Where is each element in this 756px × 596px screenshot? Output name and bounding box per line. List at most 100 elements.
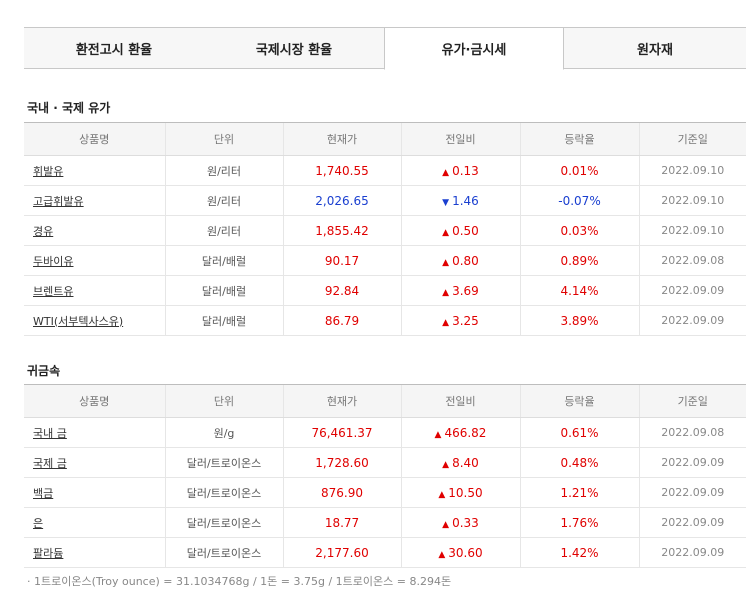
bullet-icon: ·	[27, 575, 31, 588]
item-name-cell: 국제 금	[24, 447, 165, 478]
change-cell: ▲ 0.80	[400, 245, 520, 276]
change-value: 3.25	[452, 313, 479, 328]
item-name-link[interactable]: 휘발유	[33, 164, 64, 178]
rate-cell: 0.48%	[519, 447, 639, 478]
price-cell: 876.90	[282, 477, 401, 508]
table-row: 두바이유 달러/배럴 90.17 ▲ 0.80 0.89% 2022.09.08	[24, 245, 746, 276]
item-name-cell: 팔라듐	[24, 537, 165, 568]
rate-cell: 1.76%	[519, 507, 639, 538]
tab-oil-gold[interactable]: 유가·금시세	[384, 28, 564, 70]
column-header-date: 기준일	[638, 122, 746, 156]
oil-price-table: 상품명 단위 현재가 전일비 등락율 기준일 휘발유 원/리터 1,740.55 ▲ 0…	[24, 122, 746, 336]
change-cell: ▲ 8.40	[400, 447, 520, 478]
triangle-up-icon: ▲	[442, 227, 450, 238]
item-name-link[interactable]: 브렌트유	[33, 284, 74, 298]
change-value: 30.60	[448, 545, 483, 560]
triangle-up-icon: ▲	[442, 519, 450, 530]
item-name-cell: 브렌트유	[24, 275, 165, 306]
rate-cell: 4.14%	[519, 275, 639, 306]
change-cell: ▲ 3.25	[400, 305, 520, 336]
item-name-link[interactable]: 팔라듐	[33, 546, 64, 560]
change-cell: ▼ 1.46	[400, 185, 520, 216]
date-cell: 2022.09.10	[638, 155, 746, 186]
unit-conversion-note: · 1트로이온스(Troy ounce) = 31.1034768g / 1돈 …	[27, 573, 451, 589]
column-header-date: 기준일	[638, 384, 746, 418]
column-header-unit: 단위	[164, 384, 283, 418]
change-cell: ▲ 0.50	[400, 215, 520, 246]
table-row: 휘발유 원/리터 1,740.55 ▲ 0.13 0.01% 2022.09.10	[24, 155, 746, 186]
unit-cell: 달러/배럴	[164, 275, 283, 306]
date-cell: 2022.09.09	[638, 537, 746, 568]
item-name-cell: 휘발유	[24, 155, 165, 186]
date-cell: 2022.09.09	[638, 507, 746, 538]
change-value: 0.80	[452, 253, 479, 268]
tab-raw-materials[interactable]: 원자재	[564, 28, 746, 69]
price-cell: 86.79	[282, 305, 401, 336]
rate-cell: 0.01%	[519, 155, 639, 186]
price-cell: 2,026.65	[282, 185, 401, 216]
date-cell: 2022.09.08	[638, 245, 746, 276]
unit-cell: 원/리터	[164, 185, 283, 216]
date-cell: 2022.09.08	[638, 417, 746, 448]
change-cell: ▲ 0.33	[400, 507, 520, 538]
table-row: 고급휘발유 원/리터 2,026.65 ▼ 1.46 -0.07% 2022.09.10	[24, 185, 746, 216]
table-row: 브렌트유 달러/배럴 92.84 ▲ 3.69 4.14% 2022.09.09	[24, 275, 746, 306]
price-cell: 76,461.37	[282, 417, 401, 448]
date-cell: 2022.09.09	[638, 305, 746, 336]
price-cell: 1,728.60	[282, 447, 401, 478]
unit-cell: 달러/배럴	[164, 245, 283, 276]
item-name-cell: 백금	[24, 477, 165, 508]
table-header-row: 상품명 단위 현재가 전일비 등락율 기준일	[24, 122, 746, 156]
change-value: 8.40	[452, 455, 479, 470]
unit-cell: 원/리터	[164, 155, 283, 186]
table-header-row: 상품명 단위 현재가 전일비 등락율 기준일	[24, 384, 746, 418]
column-header-change: 전일비	[400, 122, 520, 156]
unit-cell: 원/리터	[164, 215, 283, 246]
date-cell: 2022.09.10	[638, 185, 746, 216]
table-row: 은 달러/트로이온스 18.77 ▲ 0.33 1.76% 2022.09.09	[24, 507, 746, 538]
change-cell: ▲ 10.50	[400, 477, 520, 508]
change-cell: ▲ 30.60	[400, 537, 520, 568]
rate-cell: 1.21%	[519, 477, 639, 508]
rate-cell: 1.42%	[519, 537, 639, 568]
oil-section-title: 국내 · 국제 유가	[27, 101, 111, 115]
change-cell: ▲ 3.69	[400, 275, 520, 306]
change-value: 466.82	[444, 425, 487, 440]
column-header-rate: 등락율	[519, 384, 639, 418]
item-name-link[interactable]: 국제 금	[33, 456, 67, 470]
item-name-link[interactable]: 두바이유	[33, 254, 74, 268]
triangle-up-icon: ▲	[438, 489, 446, 500]
date-cell: 2022.09.10	[638, 215, 746, 246]
column-header-price: 현재가	[282, 122, 401, 156]
change-value: 1.46	[452, 193, 479, 208]
item-name-link[interactable]: 은	[33, 516, 44, 530]
item-name-link[interactable]: 국내 금	[33, 426, 67, 440]
table-row: 백금 달러/트로이온스 876.90 ▲ 10.50 1.21% 2022.09.09	[24, 477, 746, 508]
item-name-link[interactable]: 경유	[33, 224, 54, 238]
item-name-link[interactable]: 고급휘발유	[33, 194, 84, 208]
tab-bar: 환전고시 환율 국제시장 환율 유가·금시세 원자재	[24, 27, 746, 70]
date-cell: 2022.09.09	[638, 447, 746, 478]
price-cell: 18.77	[282, 507, 401, 538]
metal-section-title: 귀금속	[27, 364, 61, 378]
item-name-link[interactable]: 백금	[33, 486, 54, 500]
tab-international-exchange[interactable]: 국제시장 환율	[204, 28, 384, 69]
change-value: 10.50	[448, 485, 483, 500]
rate-cell: 0.89%	[519, 245, 639, 276]
unit-cell: 달러/트로이온스	[164, 477, 283, 508]
item-name-cell: WTI(서부텍사스유)	[24, 305, 165, 336]
tab-exchange-notice[interactable]: 환전고시 환율	[24, 28, 204, 69]
price-cell: 1,855.42	[282, 215, 401, 246]
date-cell: 2022.09.09	[638, 477, 746, 508]
column-header-name: 상품명	[24, 384, 165, 418]
item-name-cell: 은	[24, 507, 165, 538]
rate-cell: 0.61%	[519, 417, 639, 448]
unit-cell: 달러/트로이온스	[164, 447, 283, 478]
column-header-unit: 단위	[164, 122, 283, 156]
item-name-link[interactable]: WTI(서부텍사스유)	[33, 314, 124, 328]
triangle-up-icon: ▲	[434, 429, 442, 440]
change-value: 3.69	[452, 283, 479, 298]
unit-cell: 달러/트로이온스	[164, 537, 283, 568]
price-cell: 1,740.55	[282, 155, 401, 186]
table-row: 경유 원/리터 1,855.42 ▲ 0.50 0.03% 2022.09.10	[24, 215, 746, 246]
